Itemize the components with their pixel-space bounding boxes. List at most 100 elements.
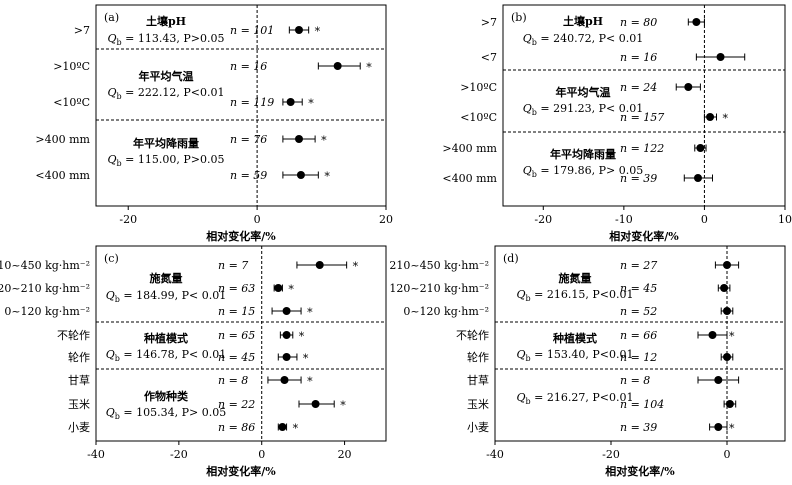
q-value: 291.23 — [553, 102, 592, 115]
p-value: P< 0.01 — [599, 102, 644, 115]
row-label: >400 mm — [442, 142, 497, 155]
significance-star: * — [315, 25, 321, 38]
effect-point — [274, 284, 283, 292]
q-value: 240.72 — [553, 32, 592, 45]
q-equals: = — [537, 164, 553, 177]
plot-frame — [95, 4, 387, 207]
row-label: >7 — [481, 16, 497, 29]
effect-point — [716, 53, 725, 61]
p-value: P< 0.01 — [599, 32, 644, 45]
group-statistic: Qb = 184.99, P< 0.01 — [106, 289, 226, 304]
p-value: P<0.01 — [592, 391, 633, 404]
q-comma: , — [176, 86, 183, 99]
row-label: 0~120 kg·hm⁻² — [403, 305, 489, 318]
q-value: 184.99 — [136, 289, 175, 302]
panel-d: (d) -40 -20 0 相对变化率/% 210~450 kg·hm⁻² n = 27 12… — [389, 245, 786, 478]
sample-size-label: n = 157 — [620, 111, 664, 124]
group-name: 施氮量 — [150, 271, 183, 285]
significance-star: * — [293, 422, 299, 435]
significance-star: * — [307, 375, 313, 388]
effect-point — [714, 376, 723, 384]
x-axis-label: 相对变化率/% — [609, 229, 679, 243]
significance-star: * — [321, 134, 327, 147]
effect-point — [286, 98, 295, 106]
row-label: <10ºC — [53, 96, 90, 109]
q-symbol: Q — [106, 406, 115, 419]
plot-frame — [502, 4, 786, 207]
q-equals: = — [122, 153, 138, 166]
significance-star: * — [340, 399, 346, 412]
sample-size-label: n = 45 — [620, 282, 657, 295]
q-symbol: Q — [523, 102, 532, 115]
x-tick-label: 0 — [258, 448, 265, 461]
effect-point — [723, 261, 731, 269]
significance-star: * — [729, 330, 735, 343]
q-subscript: b — [532, 38, 537, 47]
effect-point — [720, 284, 729, 292]
p-value: P< 0.01 — [182, 348, 227, 361]
sample-size-label: n = 24 — [620, 81, 657, 94]
plot-frame — [494, 245, 786, 442]
q-equals: = — [122, 32, 138, 45]
x-axis-label: 相对变化率/% — [605, 464, 675, 478]
x-tick-label: -40 — [486, 448, 504, 461]
group-name: 年平均降雨量 — [133, 136, 199, 150]
row-label: 210~450 kg·hm⁻² — [0, 259, 90, 272]
effect-point — [282, 353, 291, 361]
q-value: 115.00 — [138, 153, 177, 166]
p-value: P>0.05 — [183, 153, 224, 166]
effect-point — [315, 261, 324, 269]
effect-point — [278, 423, 287, 431]
panel-b: (b) -20 -10 0 10 相对变化率/% >7 n = 80 <7 n = 16 >10ºC… — [442, 4, 792, 243]
sample-size-label: n = 7 — [218, 259, 248, 272]
panel-c: (c) -40 -20 0 20 相对变化率/% 210~450 kg·hm⁻² n = 7 *… — [0, 245, 387, 478]
q-symbol: Q — [517, 391, 526, 404]
significance-star: * — [303, 352, 309, 365]
row-label: >10ºC — [53, 60, 90, 73]
q-value: 146.78 — [136, 348, 175, 361]
q-value: 179.86 — [553, 164, 592, 177]
q-symbol: Q — [108, 32, 117, 45]
sample-size-label: n = 76 — [230, 133, 267, 146]
sample-size-label: n = 66 — [620, 329, 657, 342]
row-label: 120~210 kg·hm⁻² — [0, 282, 90, 295]
panel-label: (c) — [104, 252, 119, 265]
sample-size-label: n = 122 — [620, 142, 664, 155]
effect-point — [708, 331, 717, 339]
q-subscript: b — [532, 170, 537, 179]
p-value: P> 0.05 — [182, 406, 227, 419]
q-value: 113.43 — [138, 32, 177, 45]
q-comma: , — [175, 348, 182, 361]
row-label: 小麦 — [467, 421, 489, 434]
sample-size-label: n = 15 — [218, 305, 255, 318]
q-subscript: b — [526, 294, 531, 303]
row-label: <7 — [481, 51, 497, 64]
group-statistic: Qb = 113.43, P>0.05 — [108, 32, 225, 47]
sample-size-label: n = 52 — [620, 305, 657, 318]
panel-a: (a) -20 0 20 相对变化率/% >7 n = 101 * >10ºC n = 16 * <1… — [35, 4, 393, 243]
q-comma: , — [585, 391, 592, 404]
q-equals: = — [531, 288, 547, 301]
q-symbol: Q — [106, 348, 115, 361]
q-value: 222.12 — [138, 86, 177, 99]
sample-size-label: n = 39 — [620, 172, 657, 185]
effect-point — [723, 353, 731, 361]
group-statistic: Qb = 240.72, P< 0.01 — [523, 32, 643, 47]
effect-point — [693, 174, 702, 182]
effect-point — [280, 376, 289, 384]
q-symbol: Q — [517, 288, 526, 301]
q-symbol: Q — [108, 153, 117, 166]
effect-point — [296, 171, 305, 179]
q-comma: , — [176, 32, 183, 45]
q-comma: , — [592, 32, 599, 45]
sample-size-label: n = 59 — [230, 169, 267, 182]
group-name: 种植模式 — [143, 331, 188, 345]
x-tick-label: -20 — [119, 213, 137, 226]
x-tick-label: 0 — [254, 213, 261, 226]
q-comma: , — [176, 153, 183, 166]
significance-star: * — [353, 260, 359, 273]
effect-point — [723, 307, 731, 315]
group-name: 年平均气温 — [139, 69, 194, 83]
sample-size-label: n = 39 — [620, 421, 657, 434]
